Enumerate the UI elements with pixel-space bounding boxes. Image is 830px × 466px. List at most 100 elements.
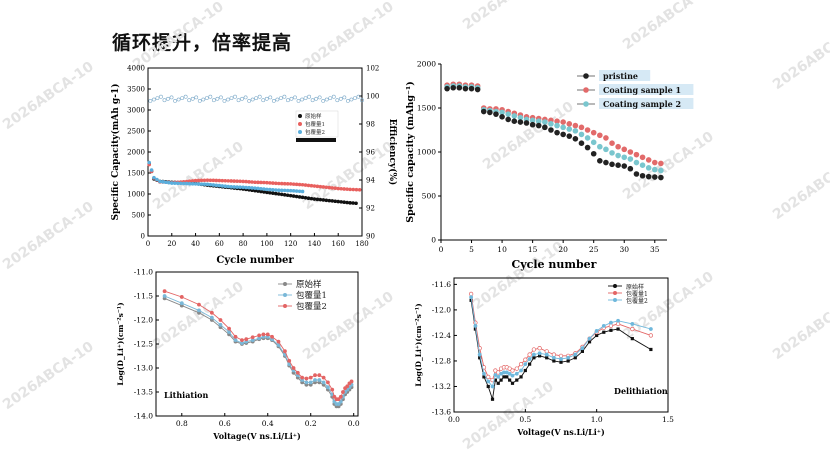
capacity-point: [184, 181, 189, 186]
watermark-text: 2026ABCA-10: [0, 338, 97, 414]
capacity-point: [348, 201, 352, 205]
y-tick-label: 1500: [417, 104, 436, 113]
rate-point: [590, 150, 597, 157]
efficiency-point: [321, 99, 326, 103]
capacity-point: [288, 182, 293, 186]
series-point: [514, 366, 519, 371]
efficiency-point: [173, 99, 177, 103]
series-point: [507, 371, 512, 376]
efficiency-point: [226, 97, 230, 102]
capacity-point: [279, 181, 284, 186]
capacity-point: [262, 190, 266, 194]
y-tick-label: -11.5: [134, 292, 153, 301]
series-point: [649, 347, 653, 352]
capacity-point: [345, 200, 349, 205]
series-point: [602, 330, 606, 334]
capacity-point: [196, 178, 201, 183]
capacity-point: [297, 182, 302, 187]
capacity-point: [238, 185, 242, 189]
capacity-point: [357, 188, 362, 192]
y-tick-label: 3500: [127, 86, 145, 94]
capacity-point: [223, 178, 228, 183]
capacity-point: [250, 186, 254, 190]
series-point: [341, 390, 345, 394]
rate-point: [474, 86, 481, 93]
legend-marker: [283, 293, 287, 297]
rate-point: [615, 162, 621, 168]
rate-point: [560, 131, 566, 138]
y-tick-label: 2500: [127, 128, 145, 136]
efficiency-point: [331, 94, 336, 99]
legend-bar: [296, 138, 336, 142]
series-point: [313, 378, 317, 382]
series-point: [321, 380, 326, 385]
series-包覆量2: [162, 289, 354, 402]
y2-tick-label: 90: [366, 233, 375, 241]
legend-label: 包覆量1: [626, 290, 648, 298]
series-point: [630, 326, 635, 332]
capacity-point: [339, 200, 343, 204]
rate-point: [517, 114, 524, 121]
series-point: [573, 352, 578, 357]
efficiency-point: [190, 96, 195, 101]
rate-point: [468, 85, 475, 92]
rate-point: [627, 149, 634, 155]
efficiency-point: [180, 96, 185, 101]
efficiency-point: [204, 96, 209, 101]
capacity-point: [262, 187, 266, 191]
capacity-point: [279, 192, 284, 197]
capacity-point: [276, 188, 281, 193]
series-point: [469, 298, 473, 302]
legend-label: 原始样: [305, 112, 322, 120]
series-point: [287, 358, 292, 363]
series-line: [164, 295, 352, 405]
legend-label: 包覆量1: [305, 120, 325, 128]
series-包覆量1: [468, 291, 654, 383]
x-axis-label: Cycle number: [512, 258, 597, 271]
series-point: [295, 370, 300, 375]
watermark-text: 2026ABCA-10: [620, 0, 717, 54]
series-point: [317, 373, 322, 378]
rate-point: [517, 119, 524, 125]
series-point: [504, 370, 509, 375]
series-point: [608, 323, 614, 329]
capacity-point: [158, 179, 162, 184]
rate-point: [450, 84, 457, 91]
legend-marker: [613, 298, 617, 302]
rate-point: [658, 160, 664, 167]
series-point: [580, 346, 585, 351]
rate-point: [633, 151, 640, 158]
series-point: [276, 339, 281, 344]
series-point: [482, 375, 486, 379]
rate-point: [603, 159, 609, 166]
series-point: [499, 378, 503, 382]
efficiency-point: [303, 96, 308, 101]
efficiency-point: [229, 96, 234, 101]
y-tick-label: 1000: [417, 148, 436, 157]
capacity-point: [354, 187, 359, 192]
efficiency-point: [233, 94, 237, 99]
legend-label: 包覆量2: [296, 301, 327, 312]
efficiency-point: [194, 95, 199, 100]
efficiency-point: [247, 99, 252, 103]
x-tick-label: 0.2: [305, 419, 317, 428]
series-point: [304, 380, 309, 385]
efficiency-point: [240, 96, 244, 101]
efficiency-point: [300, 97, 304, 102]
series-point: [197, 308, 201, 313]
rate-point: [554, 129, 560, 136]
efficiency-point: [201, 97, 206, 102]
series-point: [507, 366, 512, 371]
capacity-point: [217, 183, 222, 188]
plot-frame: [147, 67, 363, 237]
series-point: [313, 373, 317, 378]
series-point: [240, 341, 244, 345]
capacity-point: [175, 181, 180, 186]
watermark-text: 2026ABCA-10: [770, 18, 830, 94]
series-point: [233, 334, 238, 339]
legend-label: 包覆量1: [296, 290, 327, 301]
y-axis-label: Specific capacity (mAhg⁻¹): [405, 81, 416, 222]
capacity-point: [220, 184, 225, 188]
rate-point: [480, 108, 487, 115]
series-point: [502, 370, 506, 375]
